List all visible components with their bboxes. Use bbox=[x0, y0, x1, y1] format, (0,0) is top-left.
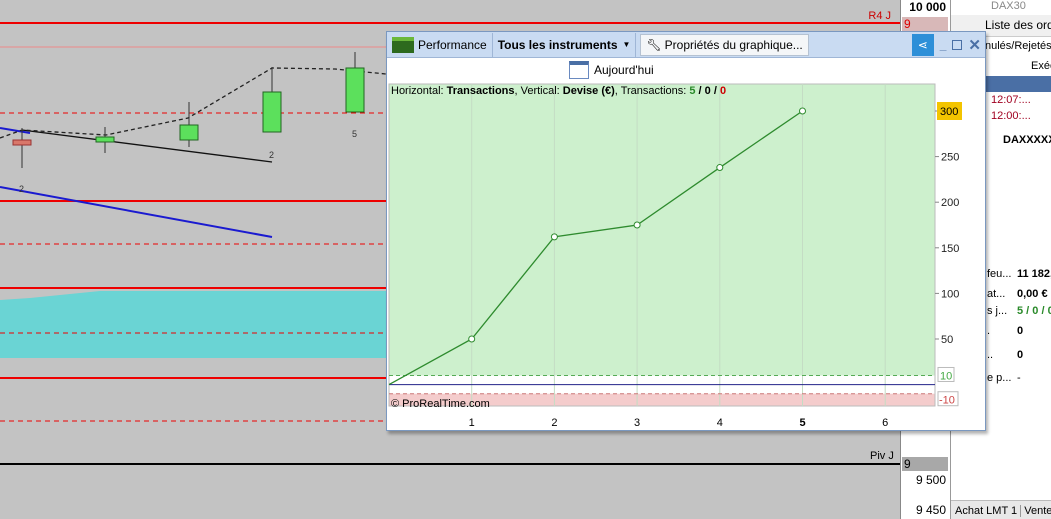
instrument-select-value: Tous les instruments bbox=[497, 37, 618, 52]
field-value: 0 bbox=[1017, 349, 1024, 361]
candle-label: 2 bbox=[19, 184, 24, 194]
field-label: e p... bbox=[987, 372, 1012, 384]
cloud-area bbox=[0, 291, 386, 358]
date-button[interactable]: Aujourd'hui bbox=[569, 61, 654, 79]
instrument-select[interactable]: Tous les instruments ▼ bbox=[493, 32, 637, 57]
upper-band-label: 10 bbox=[940, 370, 952, 382]
y-tick-label: 200 bbox=[941, 197, 959, 209]
price-tick: 9 450 bbox=[915, 503, 946, 517]
y-tick-label: 100 bbox=[941, 288, 959, 300]
date-button-label: Aujourd'hui bbox=[594, 63, 654, 77]
lower-band-label: -10 bbox=[939, 395, 955, 407]
maximize-icon[interactable] bbox=[952, 40, 963, 50]
chevron-down-icon: ▼ bbox=[622, 40, 631, 49]
black-trendline bbox=[21, 129, 273, 163]
x-tick-label: 2 bbox=[551, 417, 557, 429]
y-tick-label: 150 bbox=[941, 243, 959, 255]
price-tick: 10 000 bbox=[909, 0, 946, 14]
wrench-icon: 🔧︎ bbox=[646, 37, 662, 52]
data-point bbox=[799, 107, 806, 115]
lower-band-tag bbox=[937, 391, 959, 407]
calendar-icon bbox=[569, 61, 589, 79]
data-point bbox=[550, 233, 558, 241]
copyright: © ProRealTime.com bbox=[391, 398, 490, 410]
field-label: . bbox=[987, 325, 991, 337]
chart-info: Horizontal: Transactions, Vertical: Devi… bbox=[391, 85, 727, 97]
data-point bbox=[468, 335, 476, 343]
demo-icon bbox=[392, 36, 414, 53]
x-tick-label: 4 bbox=[717, 417, 723, 429]
chart-properties-button[interactable]: 🔧︎ Propriétés du graphique... bbox=[640, 33, 809, 56]
tab-cancelled-rejected[interactable]: nulés/Rejetés bbox=[985, 40, 1051, 52]
instrument-name: DAXXXXX bbox=[1003, 134, 1051, 146]
data-point bbox=[633, 221, 641, 229]
performance-window: Performance Tous les instruments ▼ 🔧︎ Prop… bbox=[386, 31, 986, 431]
chart-properties-label: Propriétés du graphique... bbox=[664, 37, 803, 52]
equity-line bbox=[388, 110, 803, 386]
blue-trendline bbox=[0, 186, 273, 238]
equity-chart[interactable]: 1 2 3 4 5 6 50 100 150 200 250 10 -10 300 bbox=[387, 32, 987, 432]
tab-buy-limit[interactable]: Achat LMT 1 bbox=[955, 505, 1018, 517]
share-icon[interactable]: ⋖ bbox=[911, 34, 934, 56]
order-row[interactable]: 12:07:... bbox=[991, 94, 1031, 106]
window-titlebar[interactable]: Performance Tous les instruments ▼ 🔧︎ Prop… bbox=[387, 32, 985, 58]
candle-label: 5 bbox=[352, 129, 357, 139]
x-tick-label: 3 bbox=[634, 417, 640, 429]
price-tick: 9 500 bbox=[915, 473, 946, 487]
minimize-icon[interactable]: _ bbox=[939, 38, 947, 52]
upper-band-tag bbox=[937, 366, 955, 382]
plot-frame bbox=[388, 83, 936, 407]
negative-zone bbox=[389, 393, 935, 406]
field-label: s j... bbox=[987, 305, 1008, 317]
x-tick-label: 1 bbox=[469, 417, 475, 429]
field-value: 11 182, bbox=[1017, 268, 1051, 280]
field-value: 0,00 € bbox=[1017, 288, 1048, 300]
r4-price-tag: 9 978,83 bbox=[902, 17, 948, 31]
column-header: Exéc bbox=[1031, 60, 1051, 72]
last-value-label: 300 bbox=[940, 106, 958, 118]
x-tick-label: 6 bbox=[882, 417, 888, 429]
order-row[interactable]: 12:00:... bbox=[991, 110, 1031, 122]
last-value-tag bbox=[937, 102, 962, 120]
instrument-tab[interactable]: DAX30 bbox=[991, 0, 1026, 12]
order-tabs: Achat LMT 1 Vente bbox=[951, 500, 1051, 519]
window-title: Performance bbox=[418, 37, 487, 52]
field-value: - bbox=[1017, 372, 1021, 384]
r4-level-label: R4 J bbox=[868, 10, 891, 22]
candles bbox=[12, 52, 365, 168]
orders-toolbar[interactable] bbox=[985, 76, 1051, 92]
close-icon[interactable]: ✕ bbox=[968, 37, 981, 54]
candle-label: 2 bbox=[269, 150, 274, 160]
field-label: at... bbox=[987, 288, 1006, 300]
field-value: 5 / 0 / 0 bbox=[1017, 305, 1051, 317]
field-value: 0 bbox=[1017, 325, 1024, 337]
field-label: .. bbox=[987, 349, 994, 361]
pivot-price-tag: 9 509,17 bbox=[902, 457, 948, 471]
tab-sell[interactable]: Vente bbox=[1020, 505, 1051, 517]
field-label: feu... bbox=[987, 268, 1012, 280]
pivot-level-label: Piv J bbox=[870, 450, 894, 462]
blue-trendline bbox=[0, 127, 31, 134]
y-tick-label: 250 bbox=[941, 152, 959, 164]
y-tick-label: 50 bbox=[941, 334, 953, 346]
positive-zone bbox=[389, 84, 935, 376]
x-tick-label: 5 bbox=[799, 417, 805, 429]
data-point bbox=[716, 164, 724, 172]
